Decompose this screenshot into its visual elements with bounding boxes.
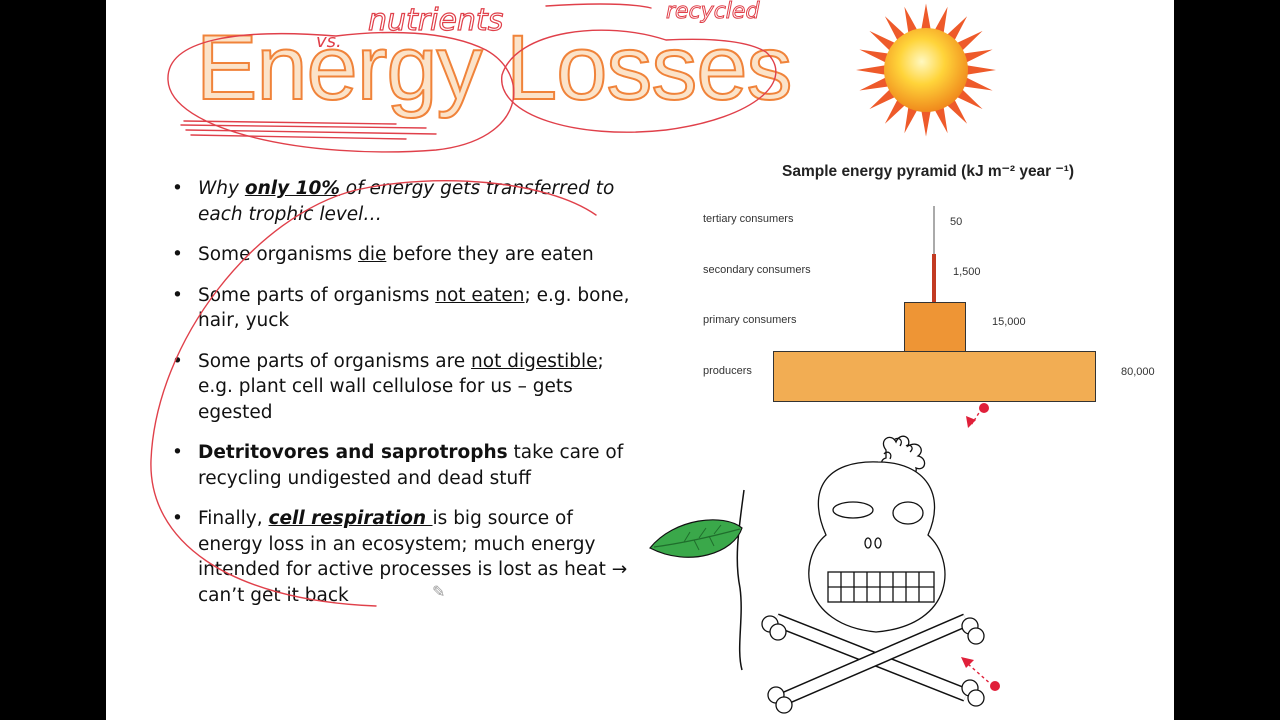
- bullet-text: Some parts of organisms are: [198, 350, 472, 372]
- slide: Energy Losses Why only 10% of energy get…: [106, 0, 1174, 720]
- bullet-text: only 10%: [244, 178, 340, 199]
- ink-word-vs: vs.: [316, 31, 342, 52]
- bullet-item: Detritovores and saprotrophs take care o…: [172, 440, 632, 491]
- bar-producers: [773, 351, 1096, 402]
- sun-ray: [962, 49, 993, 63]
- bullet-text: not digestible: [471, 350, 598, 372]
- sun-icon: [856, 3, 996, 137]
- sun-ray: [945, 16, 968, 43]
- bullet-item: Some parts of organisms not eaten; e.g. …: [172, 283, 632, 334]
- value-producers: 80,000: [1121, 366, 1155, 378]
- bullet-text: Why: [198, 178, 245, 199]
- value-primary: 15,000: [992, 316, 1026, 328]
- sun-ray: [856, 65, 887, 75]
- sun-ray: [955, 88, 983, 110]
- sun-ray: [904, 6, 919, 36]
- level-label-tertiary: tertiary consumers: [703, 213, 794, 225]
- bullet-text: ; e.g. plant cell wall cellulose for us …: [198, 350, 604, 423]
- sun-ray: [869, 30, 897, 52]
- sun-ray: [920, 3, 932, 33]
- level-label-secondary: secondary consumers: [703, 264, 811, 276]
- value-tertiary: 50: [950, 216, 963, 228]
- level-label-producers: producers: [703, 365, 752, 377]
- sun-ray: [945, 97, 968, 124]
- sun-ray: [933, 6, 948, 36]
- bullet-text: Some organisms: [198, 244, 359, 265]
- sun-ray: [920, 107, 932, 137]
- sun-ray: [965, 65, 996, 75]
- sun-ray: [933, 104, 948, 134]
- bullet-text: Some parts of organisms: [198, 284, 436, 306]
- bullet-item: Finally, cell respiration is big source …: [172, 506, 632, 608]
- bullet-text: Finally,: [198, 508, 269, 529]
- skull-crossbones-icon: [761, 435, 985, 714]
- level-label-primary: primary consumers: [703, 314, 797, 326]
- sun-ray: [859, 77, 890, 91]
- bullet-text: cell respiration: [268, 508, 433, 529]
- bar-tertiary: [933, 206, 935, 254]
- bullet-text: is big source of energy loss in an ecosy…: [198, 508, 628, 606]
- bullet-list: Why only 10% of energy gets transferred …: [172, 176, 632, 623]
- bullet-text: ; e.g. bone, hair, yuck: [198, 284, 630, 332]
- sun-ray: [884, 97, 907, 124]
- bullet-text: Detritovores and saprotrophs: [198, 442, 508, 463]
- bullet-item: Some organisms die before they are eaten: [172, 242, 632, 268]
- sun-ray: [904, 104, 919, 134]
- bar-primary: [904, 302, 966, 353]
- pencil-cursor-icon: ✎: [432, 584, 446, 601]
- sun-ray: [962, 77, 993, 91]
- bullet-text: take care of recycling undigested and de…: [198, 442, 624, 489]
- bullet-item: Some parts of organisms are not digestib…: [172, 349, 632, 426]
- bar-secondary: [932, 254, 936, 302]
- leaf-icon: [649, 489, 745, 671]
- value-secondary: 1,500: [953, 266, 981, 278]
- bullet-text: not eaten: [435, 284, 525, 306]
- sun-ray: [955, 30, 983, 52]
- sun-ray: [869, 88, 897, 110]
- sun-ray: [859, 49, 890, 63]
- pyramid-title: Sample energy pyramid (kJ m⁻² year ⁻¹): [782, 163, 1075, 180]
- bullet-text: before they are eaten: [386, 244, 594, 265]
- bullet-text: die: [358, 244, 387, 265]
- ink-word-recycled: recycled: [666, 0, 760, 24]
- ink-word-nutrients: nutrients: [368, 3, 503, 38]
- pen-annotations: vs. nutrients recycled: [150, 0, 1000, 691]
- sun-ray: [884, 16, 907, 43]
- slide-title: Energy Losses: [195, 17, 794, 119]
